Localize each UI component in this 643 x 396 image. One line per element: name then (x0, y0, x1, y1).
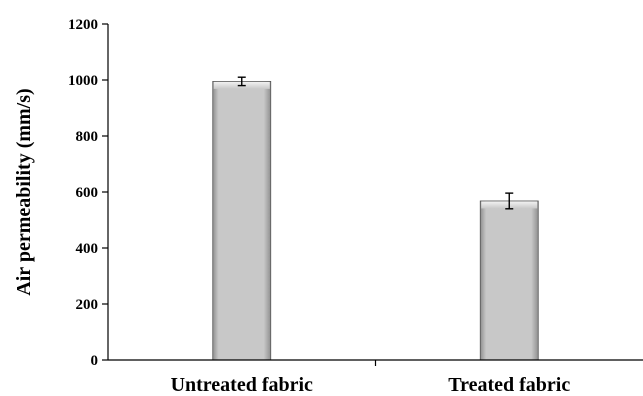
bars-group (212, 81, 539, 361)
y-tick-label: 1200 (68, 17, 98, 33)
y-axis: 0 200 400 600 800 1000 1200 (68, 17, 109, 369)
y-tick-label: 1000 (68, 73, 98, 89)
error-bars-group (237, 76, 514, 210)
y-tick-label: 200 (76, 297, 99, 313)
y-tick-label: 600 (76, 185, 99, 201)
y-tick-label: 0 (91, 353, 99, 369)
x-category-label: Treated fabric (448, 374, 570, 396)
y-tick-label: 800 (76, 129, 99, 145)
y-tick-label: 400 (76, 241, 99, 257)
bar (212, 81, 272, 361)
y-axis-title: Air permeability (mm/s) (13, 88, 35, 295)
x-axis: Untreated fabric Treated fabric (108, 359, 643, 396)
x-category-label: Untreated fabric (171, 374, 313, 396)
bar (479, 200, 539, 361)
